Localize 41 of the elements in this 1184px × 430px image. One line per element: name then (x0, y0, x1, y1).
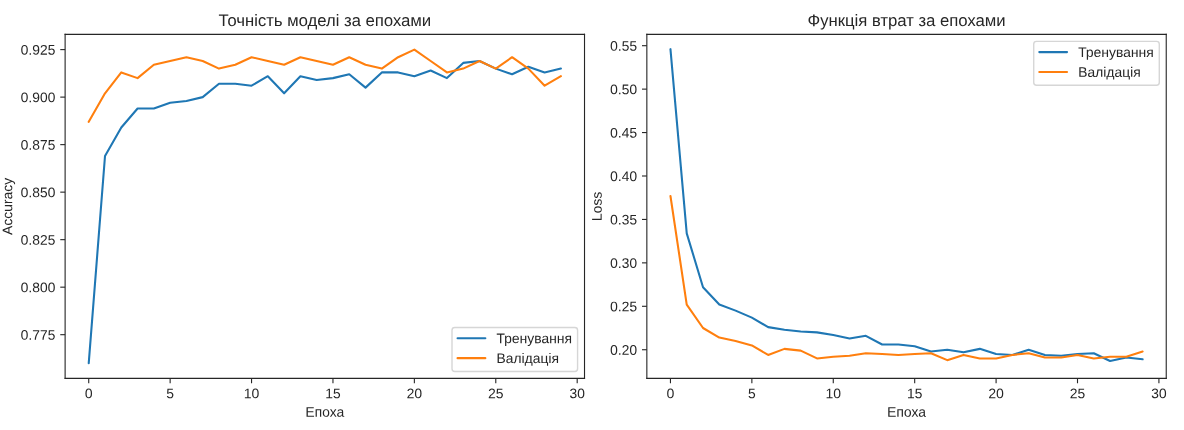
y-tick-label: 0.50 (610, 84, 637, 95)
x-axis-title: Епоха (888, 407, 926, 417)
x-tick-label: 20 (407, 388, 422, 399)
x-tick-label: 10 (244, 388, 259, 399)
x-tick-label: 5 (748, 388, 756, 399)
y-tick-label: 0.25 (610, 301, 637, 312)
y-tick-label: 0.45 (610, 127, 637, 138)
x-tick-label: 15 (908, 388, 922, 399)
y-tick-label: 0.900 (21, 92, 55, 103)
legend-label: Тренування (496, 333, 572, 347)
y-axis-title: Loss (592, 192, 602, 220)
line-series (669, 194, 1144, 362)
chart-title: Точність моделі за епохами (218, 13, 430, 30)
x-tick-label: 25 (1070, 388, 1085, 399)
y-tick-label: 0.925 (21, 44, 55, 55)
x-tick-label: 10 (826, 388, 841, 399)
x-tick-label: 0 (85, 388, 93, 399)
x-tick-label: 25 (488, 388, 503, 399)
y-tick-label: 0.35 (610, 214, 637, 225)
x-tick-label: 30 (570, 388, 585, 399)
y-tick-label: 0.825 (21, 234, 55, 245)
legend-label: Тренування (1078, 47, 1153, 60)
x-tick-label: 30 (1151, 388, 1167, 399)
y-tick-label: 0.30 (610, 258, 637, 269)
x-tick-label: 20 (989, 388, 1004, 399)
y-tick-label: 0.55 (610, 41, 637, 51)
legend-label: Валідація (1079, 66, 1140, 80)
y-tick-label: 0.20 (610, 345, 637, 355)
line-series (87, 48, 562, 123)
x-tick-label: 0 (667, 388, 674, 399)
y-tick-label: 0.875 (21, 139, 55, 150)
x-tick-label: 15 (326, 388, 341, 399)
x-tick-label: 5 (166, 388, 174, 399)
y-axis-title: Accuracy (2, 177, 16, 235)
y-tick-label: 0.775 (21, 330, 55, 340)
chart-title: Функція втрат за епохами (808, 13, 1005, 30)
y-tick-label: 0.40 (610, 171, 637, 182)
x-axis-title: Епоха (306, 407, 345, 417)
legend-label: Валідація (497, 352, 559, 366)
y-tick-label: 0.850 (21, 187, 55, 198)
y-tick-label: 0.800 (21, 282, 55, 293)
